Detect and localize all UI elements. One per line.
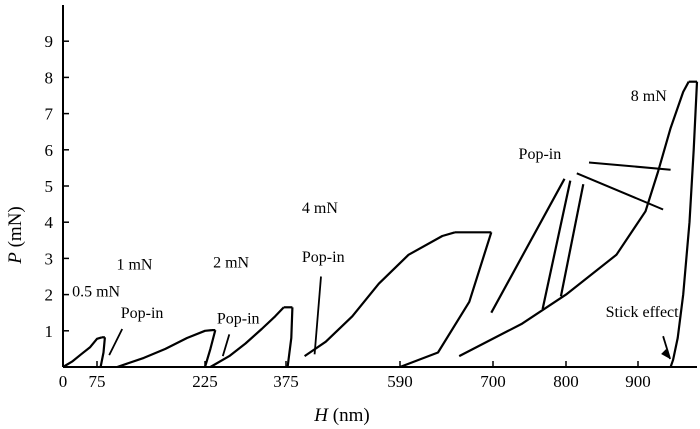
y-tick-label: 9	[45, 32, 54, 51]
pop-in-line	[490, 178, 566, 314]
annotations-layer: 0.5 mN 1 mN 2 mN 4 mN 8 mN Pop-in Pop-in Pop-in…	[72, 88, 680, 360]
series-label: 8 mN	[631, 88, 667, 105]
series-label: 2 mN	[213, 254, 249, 271]
x-tick-label: 375	[273, 372, 299, 391]
pop-in-label: Pop-in	[519, 146, 562, 163]
series-label: 0.5 mN	[72, 283, 120, 300]
series-0-5-mn-loading	[62, 336, 103, 368]
x-axis-variable: H	[313, 405, 329, 426]
y-tick-label: 7	[45, 105, 54, 124]
y-tick-label: 3	[45, 249, 54, 268]
pop-in-label: Pop-in	[217, 311, 260, 328]
series-0-5-mn-unloading	[99, 337, 106, 368]
series-4-mn-unloading	[399, 231, 493, 369]
pop-in-line	[541, 180, 572, 310]
x-axis-title: H (nm)	[313, 405, 369, 426]
x-tick-label: 900	[625, 372, 651, 391]
axes-layer: 1 2 3 4 5 6 7 8 9 0 75 225 375 590 700 800 900	[45, 5, 697, 391]
x-tick-label: 75	[89, 372, 106, 391]
x-tick-label: 0	[59, 372, 68, 391]
series-1-mn-loading	[116, 329, 213, 369]
x-tick-label: 800	[553, 372, 579, 391]
series-8-mn-unloading	[669, 81, 699, 368]
x-tick-label: 225	[192, 372, 218, 391]
y-tick-label: 2	[45, 286, 54, 305]
series-2-mn-unloading	[286, 307, 294, 368]
y-tick-label: 8	[45, 68, 54, 87]
y-axis-unit: (mN)	[5, 206, 26, 252]
series-4-mn-loading	[303, 231, 456, 358]
series-label: 1 mN	[116, 256, 152, 273]
y-tick-label: 6	[45, 141, 54, 160]
x-axis-unit: (nm)	[328, 405, 370, 426]
pop-in-leader	[108, 328, 124, 356]
y-tick-label: 5	[45, 177, 54, 196]
y-axis-variable: P	[5, 252, 26, 265]
pop-in-leader	[588, 161, 671, 171]
y-tick-label: 1	[45, 322, 54, 341]
stick-effect-label: Stick effect	[606, 304, 680, 321]
pop-in-leader	[576, 172, 664, 211]
pop-in-line	[559, 183, 585, 297]
x-tick-label: 590	[387, 372, 413, 391]
series-1-mn-unloading	[203, 329, 217, 368]
y-axis-title: P (mN)	[5, 206, 26, 265]
curves-layer	[62, 80, 699, 369]
x-tick-label: 700	[480, 372, 506, 391]
stick-effect-arrow	[662, 335, 671, 360]
series-8-mn-loading	[458, 81, 690, 358]
stick-effect-arrowhead	[661, 349, 671, 360]
pop-in-label: Pop-in	[302, 249, 345, 266]
series-label: 4 mN	[302, 200, 338, 217]
y-tick-label: 4	[45, 213, 54, 232]
series-2-mn-loading	[209, 306, 285, 368]
pop-in-label: Pop-in	[121, 305, 164, 322]
pop-in-leader	[221, 334, 231, 357]
pop-in-leader	[313, 276, 322, 355]
